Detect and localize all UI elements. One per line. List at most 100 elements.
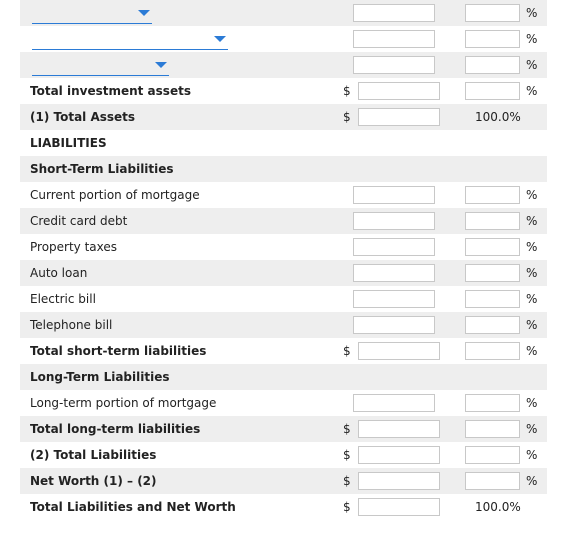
row-label: Auto loan [30,266,88,280]
total-assets-row: (1) Total Assets $ 100.0% [20,104,547,130]
liability-row: Current portion of mortgage % [20,182,547,208]
row-label: Total Liabilities and Net Worth [30,500,236,514]
percent-input[interactable] [465,394,520,412]
row-label: Telephone bill [30,318,113,332]
dollar-sign: $ [343,422,351,436]
percent-value: 100.0% [475,500,521,514]
percent-sign: % [526,84,538,98]
net-worth-row: Net Worth (1) – (2) $ % [20,468,547,494]
dollar-sign: $ [343,84,351,98]
row-label: (2) Total Liabilities [30,448,157,462]
total-investment-assets-row: Total investment assets $ % [20,78,547,104]
percent-sign: % [526,422,538,436]
percent-input[interactable] [465,82,520,100]
amount-input[interactable] [353,56,435,74]
percent-input[interactable] [465,316,520,334]
amount-input[interactable] [353,212,435,230]
dollar-sign: $ [343,500,351,514]
row-label: Property taxes [30,240,118,254]
investment-type-dropdown[interactable] [32,56,169,76]
amount-input[interactable] [353,316,435,334]
amount-input[interactable] [353,186,435,204]
percent-input[interactable] [465,342,520,360]
investment-row: % [20,26,547,52]
liability-row: Credit card debt % [20,208,547,234]
amount-input[interactable] [353,238,435,256]
row-label: Net Worth (1) – (2) [30,474,157,488]
liability-row: Long-term portion of mortgage % [20,390,547,416]
liabilities-section-row: LIABILITIES [20,130,547,156]
row-label: Credit card debt [30,214,128,228]
dollar-sign: $ [343,448,351,462]
percent-input[interactable] [465,446,520,464]
amount-input[interactable] [353,4,435,22]
percent-sign: % [526,240,538,254]
percent-sign: % [526,266,538,280]
percent-input[interactable] [465,212,520,230]
total-long-term-row: Total long-term liabilities $ % [20,416,547,442]
percent-input[interactable] [465,238,520,256]
investment-type-dropdown[interactable] [32,30,228,50]
percent-sign: % [526,292,538,306]
percent-input[interactable] [465,420,520,438]
section-header: Short-Term Liabilities [30,162,174,176]
amount-input[interactable] [353,290,435,308]
amount-input[interactable] [358,342,440,360]
liability-row: Property taxes % [20,234,547,260]
row-label: Total long-term liabilities [30,422,201,436]
amount-input[interactable] [358,108,440,126]
investment-row: % [20,0,547,26]
balance-sheet: % % % Total investment assets $ % (1) To… [20,0,547,520]
liability-row: Auto loan % [20,260,547,286]
liability-row: Telephone bill % [20,312,547,338]
amount-input[interactable] [358,498,440,516]
percent-sign: % [526,474,538,488]
row-label: Electric bill [30,292,96,306]
row-label: Long-term portion of mortgage [30,396,217,410]
amount-input[interactable] [353,264,435,282]
percent-value: 100.0% [475,110,521,124]
amount-input[interactable] [353,394,435,412]
chevron-down-icon [155,62,167,68]
percent-input[interactable] [465,186,520,204]
percent-sign: % [526,214,538,228]
percent-input[interactable] [465,472,520,490]
amount-input[interactable] [358,472,440,490]
row-label: Total short-term liabilities [30,344,207,358]
percent-input[interactable] [465,56,520,74]
percent-sign: % [526,188,538,202]
chevron-down-icon [138,10,150,16]
row-label: Total investment assets [30,84,191,98]
row-label: (1) Total Assets [30,110,136,124]
percent-sign: % [526,396,538,410]
chevron-down-icon [214,36,226,42]
amount-input[interactable] [358,420,440,438]
short-term-header-row: Short-Term Liabilities [20,156,547,182]
total-liabilities-row: (2) Total Liabilities $ % [20,442,547,468]
row-label: Current portion of mortgage [30,188,200,202]
dollar-sign: $ [343,344,351,358]
liability-row: Electric bill % [20,286,547,312]
section-header: Long-Term Liabilities [30,370,170,384]
amount-input[interactable] [353,30,435,48]
percent-sign: % [526,58,538,72]
investment-type-dropdown[interactable] [32,4,152,24]
percent-sign: % [526,318,538,332]
total-liabilities-net-worth-row: Total Liabilities and Net Worth $ 100.0% [20,494,547,520]
percent-input[interactable] [465,4,520,22]
dollar-sign: $ [343,110,351,124]
percent-input[interactable] [465,264,520,282]
investment-row: % [20,52,547,78]
total-short-term-row: Total short-term liabilities $ % [20,338,547,364]
amount-input[interactable] [358,446,440,464]
percent-input[interactable] [465,30,520,48]
percent-sign: % [526,6,538,20]
long-term-header-row: Long-Term Liabilities [20,364,547,390]
percent-sign: % [526,344,538,358]
percent-sign: % [526,448,538,462]
percent-sign: % [526,32,538,46]
dollar-sign: $ [343,474,351,488]
percent-input[interactable] [465,290,520,308]
section-title: LIABILITIES [30,136,107,150]
amount-input[interactable] [358,82,440,100]
